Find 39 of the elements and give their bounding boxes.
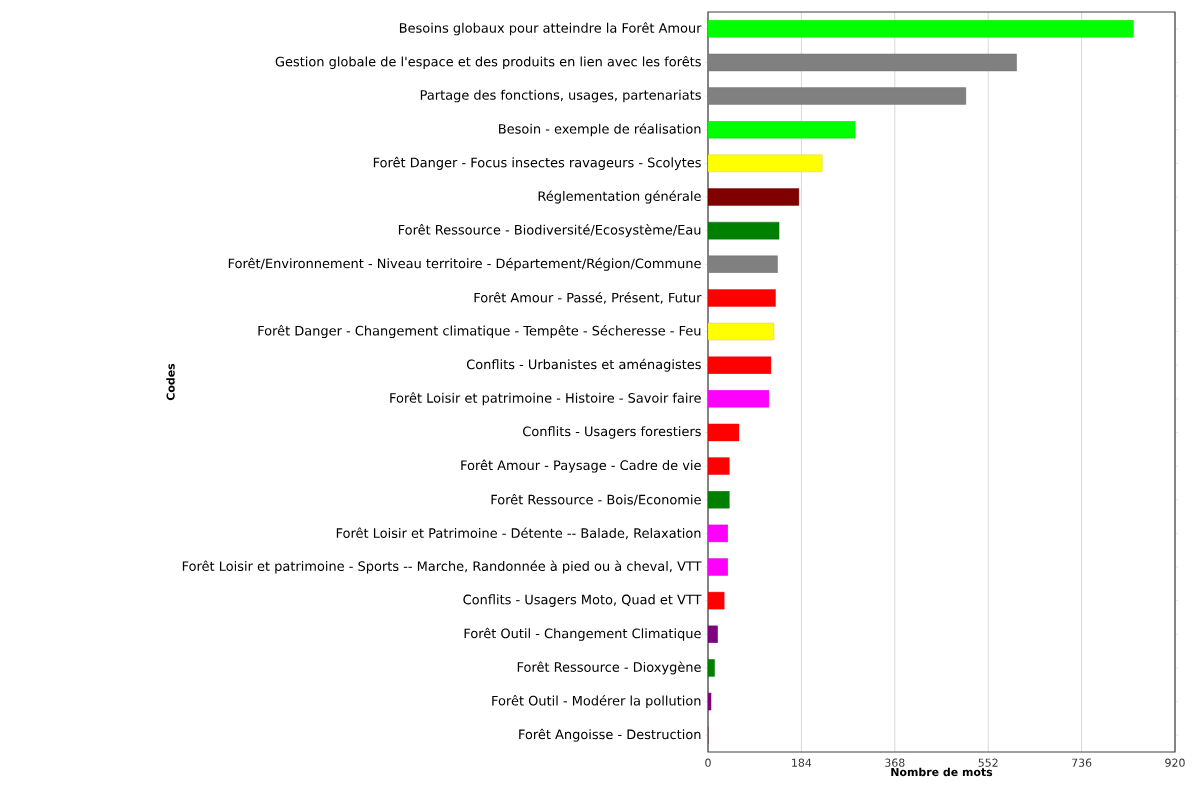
y-tick-label: Conflits - Usagers forestiers xyxy=(523,426,701,439)
bar xyxy=(708,121,856,139)
x-tick-label: 368 xyxy=(885,758,905,767)
y-tick-label: Forêt/Environnement - Niveau territoire - Département/Région/Commune xyxy=(228,257,701,271)
x-tick-label: 736 xyxy=(1072,758,1092,767)
y-axis-title: Codes xyxy=(166,363,175,401)
y-tick-label: Forêt Loisir et patrimoine - Sports -- Marche, Randonnée à pied ou à cheval, VTT xyxy=(182,560,702,574)
x-tick-label: 552 xyxy=(978,758,998,767)
y-tick-label: Besoin - exemple de réalisation xyxy=(499,123,701,137)
x-tick-label: 920 xyxy=(1165,758,1185,767)
x-axis-title: Nombre de mots xyxy=(891,767,993,777)
y-tick-label: Forêt Outil - Modérer la pollution xyxy=(492,695,701,709)
bar xyxy=(708,255,778,273)
bar xyxy=(708,558,728,576)
y-tick-label: Réglementation générale xyxy=(538,190,701,204)
y-tick-label: Conflits - Urbanistes et aménagistes xyxy=(466,358,701,372)
y-tick-label: Forêt Danger - Focus insectes ravageurs - Scolytes xyxy=(373,156,701,170)
bar xyxy=(708,289,776,307)
y-tick-label: Gestion globale de l'espace et des produits en lien avec les forêts xyxy=(275,55,701,69)
y-tick-label: Forêt Danger - Changement climatique - Tempête - Sécheresse - Feu xyxy=(258,325,701,339)
y-tick-label: Forêt Amour - Paysage - Cadre de vie xyxy=(461,459,701,473)
y-tick-label: Besoins globaux pour atteindre la Forêt Amour xyxy=(399,22,702,36)
y-tick-label: Forêt Angoisse - Destruction xyxy=(519,728,701,742)
y-tick-label: Forêt Loisir et Patrimoine - Détente -- Balade, Relaxation xyxy=(336,527,701,540)
y-tick-label: Forêt Loisir et patrimoine - Histoire - Savoir faire xyxy=(390,392,701,406)
x-tick-label: 0 xyxy=(705,758,711,767)
y-tick-label: Forêt Ressource - Biodiversité/Ecosystème/Eau xyxy=(398,224,701,238)
y-tick-label: Forêt Ressource - Dioxygène xyxy=(517,661,701,675)
bar xyxy=(708,457,730,475)
y-tick-label: Conflits - Usagers Moto, Quad et VTT xyxy=(463,594,702,607)
y-tick-label: Forêt Outil - Changement Climatique xyxy=(464,627,701,641)
y-tick-label: Forêt Ressource - Bois/Economie xyxy=(491,493,701,506)
bar xyxy=(708,625,718,643)
x-tick-label: 184 xyxy=(792,758,812,767)
bar xyxy=(708,491,730,509)
y-tick-label: Forêt Amour - Passé, Présent, Futur xyxy=(474,291,702,304)
y-tick-label: Partage des fonctions, usages, partenariats xyxy=(420,89,701,103)
bar xyxy=(708,20,1134,38)
bar xyxy=(708,659,715,677)
